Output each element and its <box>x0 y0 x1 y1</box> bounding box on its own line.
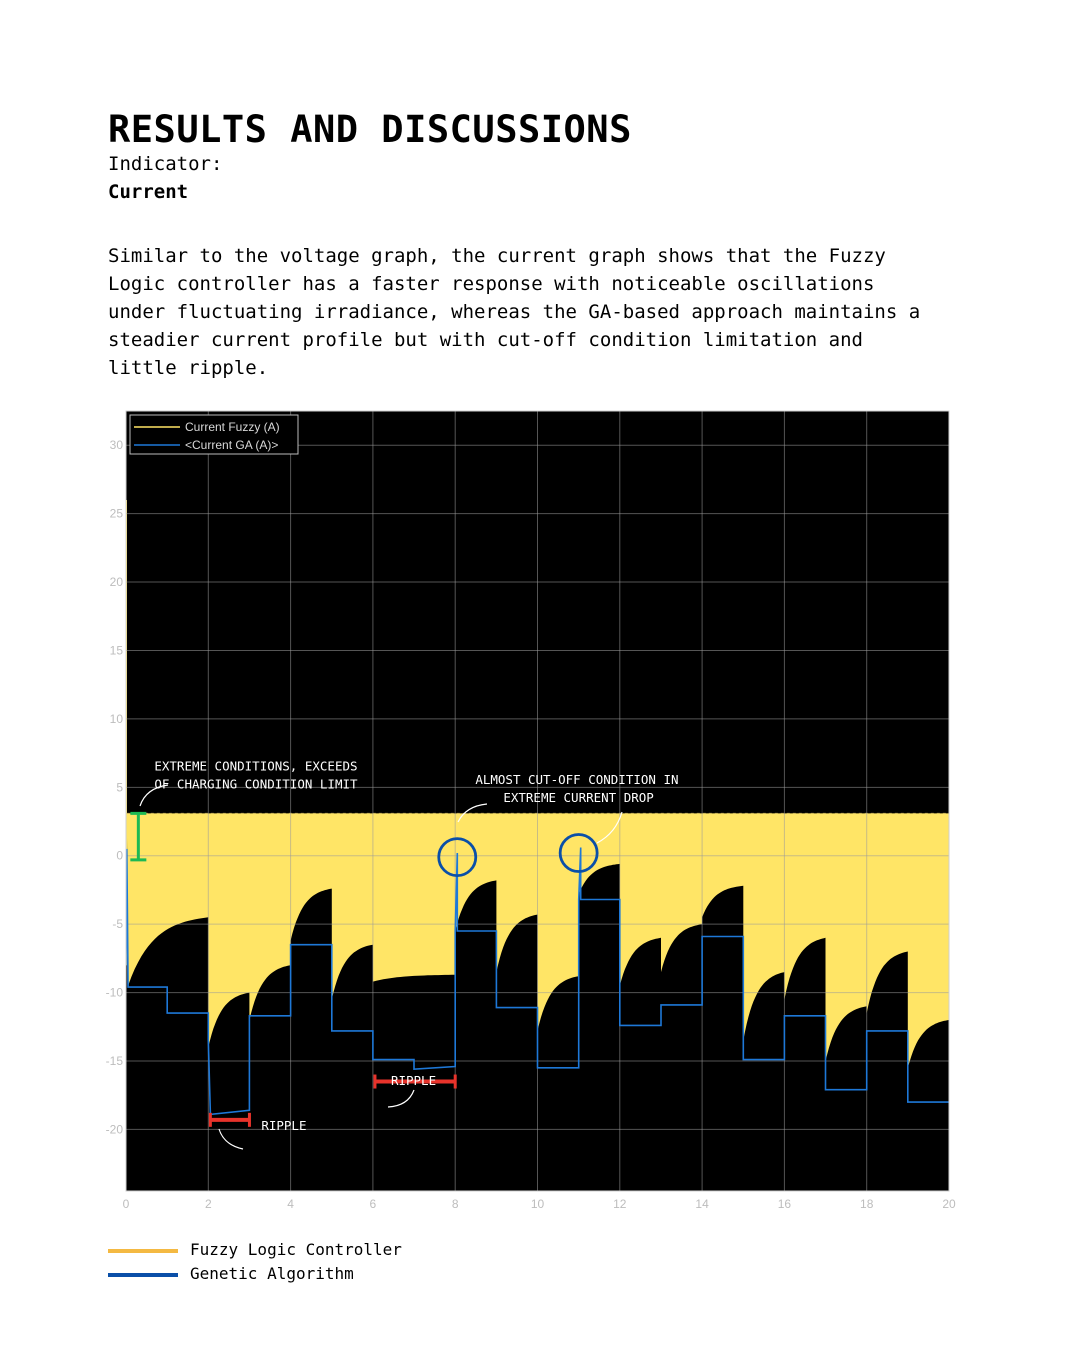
indicator-value: Current <box>108 181 189 203</box>
annotation-0: EXTREME CONDITIONS, EXCEEDS OF CHARGING C… <box>154 758 358 791</box>
annotation-1-line-0: ALMOST CUT-OFF CONDITION IN <box>475 772 678 787</box>
x-tick-label-9: 18 <box>860 1197 874 1211</box>
x-tick-label-6: 12 <box>613 1197 627 1211</box>
annotation-0-line-1: OF CHARGING CONDITION LIMIT <box>154 776 358 791</box>
description-paragraph: Similar to the voltage graph, the curren… <box>108 245 921 379</box>
y-tick-label-0: 30 <box>110 438 124 452</box>
chart-legend-box <box>129 414 299 455</box>
x-tick-label-3: 6 <box>370 1197 377 1211</box>
legend-item-fuzzy: Fuzzy Logic Controller <box>108 1240 428 1264</box>
y-tick-label-5: 5 <box>116 780 123 794</box>
annotation-arrow-4 <box>218 1128 244 1150</box>
highlight-circle-0 <box>437 837 478 878</box>
x-tick-label-7: 14 <box>695 1197 709 1211</box>
annotation-arrow-1 <box>457 803 488 823</box>
legend-item-ga: Genetic Algorithm <box>108 1264 428 1288</box>
x-tick-label-5: 10 <box>531 1197 545 1211</box>
chart-legend-label-0: Current Fuzzy (A) <box>185 420 280 434</box>
highlight-circle-1 <box>558 833 599 873</box>
x-tick-label-8: 16 <box>778 1197 792 1211</box>
annotation-arrow-0 <box>139 784 169 807</box>
legend-label-ga: Genetic Algorithm <box>190 1264 354 1283</box>
annotation-2-line-0: RIPPLE <box>391 1073 436 1088</box>
indicator-label: Indicator: <box>108 153 223 175</box>
legend-swatch-fuzzy <box>108 1249 178 1253</box>
y-tick-label-10: -20 <box>106 1122 124 1136</box>
page-title: RESULTS AND DISCUSSIONS <box>108 108 632 151</box>
annotation-arrow-2 <box>596 811 623 844</box>
y-tick-label-7: -5 <box>112 917 123 931</box>
annotation-0-line-0: EXTREME CONDITIONS, EXCEEDS <box>154 758 357 773</box>
chart-legend-label-1: <Current GA (A)> <box>185 438 278 452</box>
x-tick-label-4: 8 <box>452 1197 459 1211</box>
y-tick-label-4: 10 <box>110 712 124 726</box>
x-tick-label-10: 20 <box>942 1197 956 1211</box>
y-tick-label-6: 0 <box>116 849 123 863</box>
annotation-1-line-1: EXTREME CURRENT DROP <box>503 790 654 805</box>
y-tick-label-9: -15 <box>106 1054 124 1068</box>
x-tick-label-0: 0 <box>123 1197 130 1211</box>
bottom-legend: Fuzzy Logic Controller Genetic Algorithm <box>108 1240 428 1288</box>
annotation-2: RIPPLE <box>391 1073 436 1088</box>
legend-label-fuzzy: Fuzzy Logic Controller <box>190 1240 402 1259</box>
y-tick-label-1: 25 <box>110 507 124 521</box>
annotation-arrow-3 <box>387 1089 415 1108</box>
plot-area <box>126 411 949 1191</box>
x-tick-label-1: 2 <box>205 1197 212 1211</box>
legend-swatch-ga <box>108 1273 178 1277</box>
ga-series-line <box>126 847 949 1116</box>
y-tick-label-3: 15 <box>110 643 124 657</box>
y-tick-label-8: -10 <box>106 986 124 1000</box>
x-tick-label-2: 4 <box>287 1197 294 1211</box>
annotation-3: RIPPLE <box>261 1118 306 1133</box>
y-tick-label-2: 20 <box>110 575 124 589</box>
plot-border <box>125 410 950 1192</box>
annotation-1: ALMOST CUT-OFF CONDITION IN EXTREME CURRE… <box>475 772 678 805</box>
chart-legend: Current Fuzzy (A) <Current GA (A)> <box>129 414 299 455</box>
annotation-3-line-0: RIPPLE <box>261 1118 306 1133</box>
